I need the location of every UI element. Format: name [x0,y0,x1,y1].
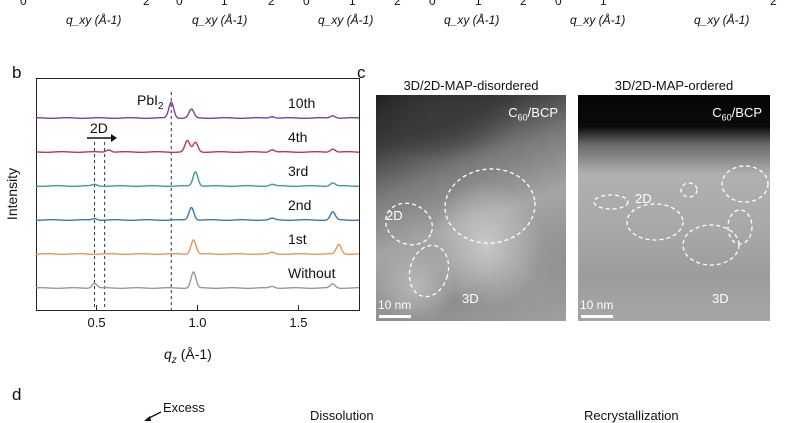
x-tick-label: 0.5 [88,315,106,330]
x-axis-q: q [164,346,172,362]
layer-tail: /BCP [731,105,762,120]
pbi2-annotation: PbI2 [137,92,164,112]
tick-label: 0 [20,0,27,8]
label-3d: 3D [712,291,729,306]
annotation-2d-text: 2D [90,120,108,136]
scale-bar-label: 10 nm [580,298,614,312]
tem-left-title: 3D/2D-MAP-disordered [403,78,539,93]
y-axis-label: Intensity [4,167,21,221]
tick-label: 0 [303,0,310,8]
series-line-4th [36,139,360,154]
top-strip: 0 2 0 1 2 0 1 2 0 1 2 0 1 2 q_xy (Å-1) q… [0,0,800,40]
series-label: 10th [288,95,315,111]
scale-bar-label: 10 nm [378,298,412,312]
region-ellipse [444,168,536,244]
tick-label: 2 [520,0,527,8]
arrow-right-icon [87,134,117,142]
tick-label: 2 [770,0,777,8]
pbi2-sub: 2 [158,100,164,112]
annotation-2d: 2D [90,120,108,136]
tick-label: 0 [176,0,183,8]
region-ellipse [385,202,433,246]
series-line-3rd [36,171,359,188]
plot-frame [36,78,360,311]
region-ellipse [721,165,769,203]
xlabel: q_xy (Å-1) [318,13,374,27]
series-line-2nd [36,206,360,222]
tick-label: 0 [555,0,562,8]
series-label: 3rd [288,163,308,179]
layer-sub: 60 [517,112,528,123]
tem-image-ordered: C60/BCP 2D 3D 10 nm [578,95,770,321]
x-tick-label: 1.5 [289,315,307,330]
layer-c: C [712,105,722,120]
region-outlines [593,165,769,266]
tick-label: 2 [268,0,275,8]
recrystallization-label: Recrystallization [584,408,679,423]
layer-tail: /BCP [527,105,558,120]
series-label: 1st [288,231,307,247]
series-label: 4th [288,129,307,145]
x-axis-sub: z [171,354,177,366]
region-outlines [385,168,536,298]
region-ellipse [593,194,629,210]
panel-letter-d: d [12,385,22,404]
layer-label: C60/BCP [712,105,762,123]
label-2d: 2D [386,208,403,223]
region-ellipse [682,224,740,266]
region-ellipse [727,209,753,245]
tick-label: 0 [429,0,436,8]
label-2d: 2D [635,191,652,206]
series-line-without [36,270,359,290]
layer-label: C60/BCP [508,105,558,123]
series-line-1st [36,238,360,256]
tick-label: 1 [600,0,607,8]
x-axis-label: qz (Å-1) [164,346,212,366]
xlabel: q_xy (Å-1) [570,13,626,27]
tem-image-disordered: C60/BCP 2D 3D 10 nm [376,95,566,321]
tick-label: 1 [475,0,482,8]
dissolution-label: Dissolution [310,408,374,423]
tick-label: 2 [394,0,401,8]
panel-letter-c: c [357,63,366,82]
x-axis-unit: (Å-1) [180,346,212,362]
xlabel: q_xy (Å-1) [694,13,750,27]
xrd-chart: 10th 4th 3rd 2nd 1st Without 0.5 1.0 1.5 [36,78,360,330]
xlabel: q_xy (Å-1) [66,13,122,27]
tick-label: 1 [349,0,356,8]
label-3d: 3D [462,291,479,306]
scale-bar [581,315,613,318]
region-ellipse [626,203,684,241]
xlabel: q_xy (Å-1) [444,13,500,27]
layer-c: C [508,105,518,120]
x-tick-label: 1.0 [188,315,206,330]
arrow-icon [144,411,162,421]
region-ellipse [680,182,698,198]
tick-label: 1 [221,0,228,8]
excess-label: Excess [163,400,205,415]
panel-letter-b: b [12,63,22,82]
tem-right-title: 3D/2D-MAP-ordered [614,78,734,93]
scale-bar [379,315,411,318]
layer-sub: 60 [721,112,732,123]
xlabel: q_xy (Å-1) [192,13,248,27]
tick-label: 2 [143,0,150,8]
series-label: 2nd [288,197,311,213]
series-label: Without [288,265,336,281]
pbi2-text: PbI [137,92,159,108]
series-line-10th [36,101,360,120]
region-ellipse [408,244,450,298]
